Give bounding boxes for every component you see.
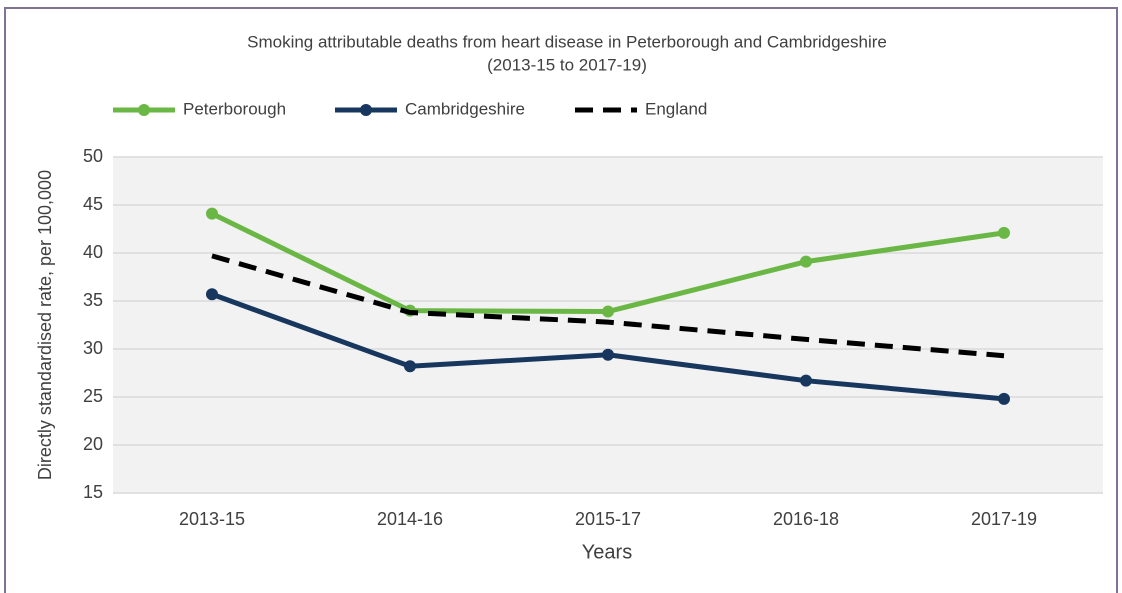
y-tick-label: 50 [83,146,103,166]
point [602,348,614,361]
legend-marker [138,104,150,116]
point [602,305,614,318]
point [404,360,416,373]
point [998,226,1010,239]
point [206,207,218,220]
y-tick-label: 45 [83,194,103,214]
x-tick-label: 2016-18 [773,509,839,529]
point [800,374,812,387]
x-tick-label: 2017-19 [971,509,1037,529]
y-tick-label: 35 [83,290,103,310]
x-axis-label: Years [582,541,632,563]
y-tick-label: 20 [83,434,103,454]
y-tick-label: 30 [83,338,103,358]
point [998,392,1010,405]
y-tick-label: 25 [83,386,103,406]
y-tick-label: 15 [83,482,103,502]
chart-title: Smoking attributable deaths from heart d… [247,32,887,51]
legend-marker [360,104,372,116]
legend-label: Cambridgeshire [405,99,525,118]
point [206,288,218,301]
plot-area [113,157,1103,493]
series-line [211,253,1005,359]
y-axis-label: Directly standardised rate, per 100,000 [35,170,55,480]
chart-subtitle: (2013-15 to 2017-19) [487,55,647,74]
y-tick-label: 40 [83,242,103,262]
x-tick-label: 2014-16 [377,509,443,529]
x-tick-label: 2013-15 [179,509,245,529]
x-tick-label: 2015-17 [575,509,641,529]
point [800,255,812,268]
legend-label: Peterborough [183,99,286,118]
legend-label: England [645,99,707,118]
